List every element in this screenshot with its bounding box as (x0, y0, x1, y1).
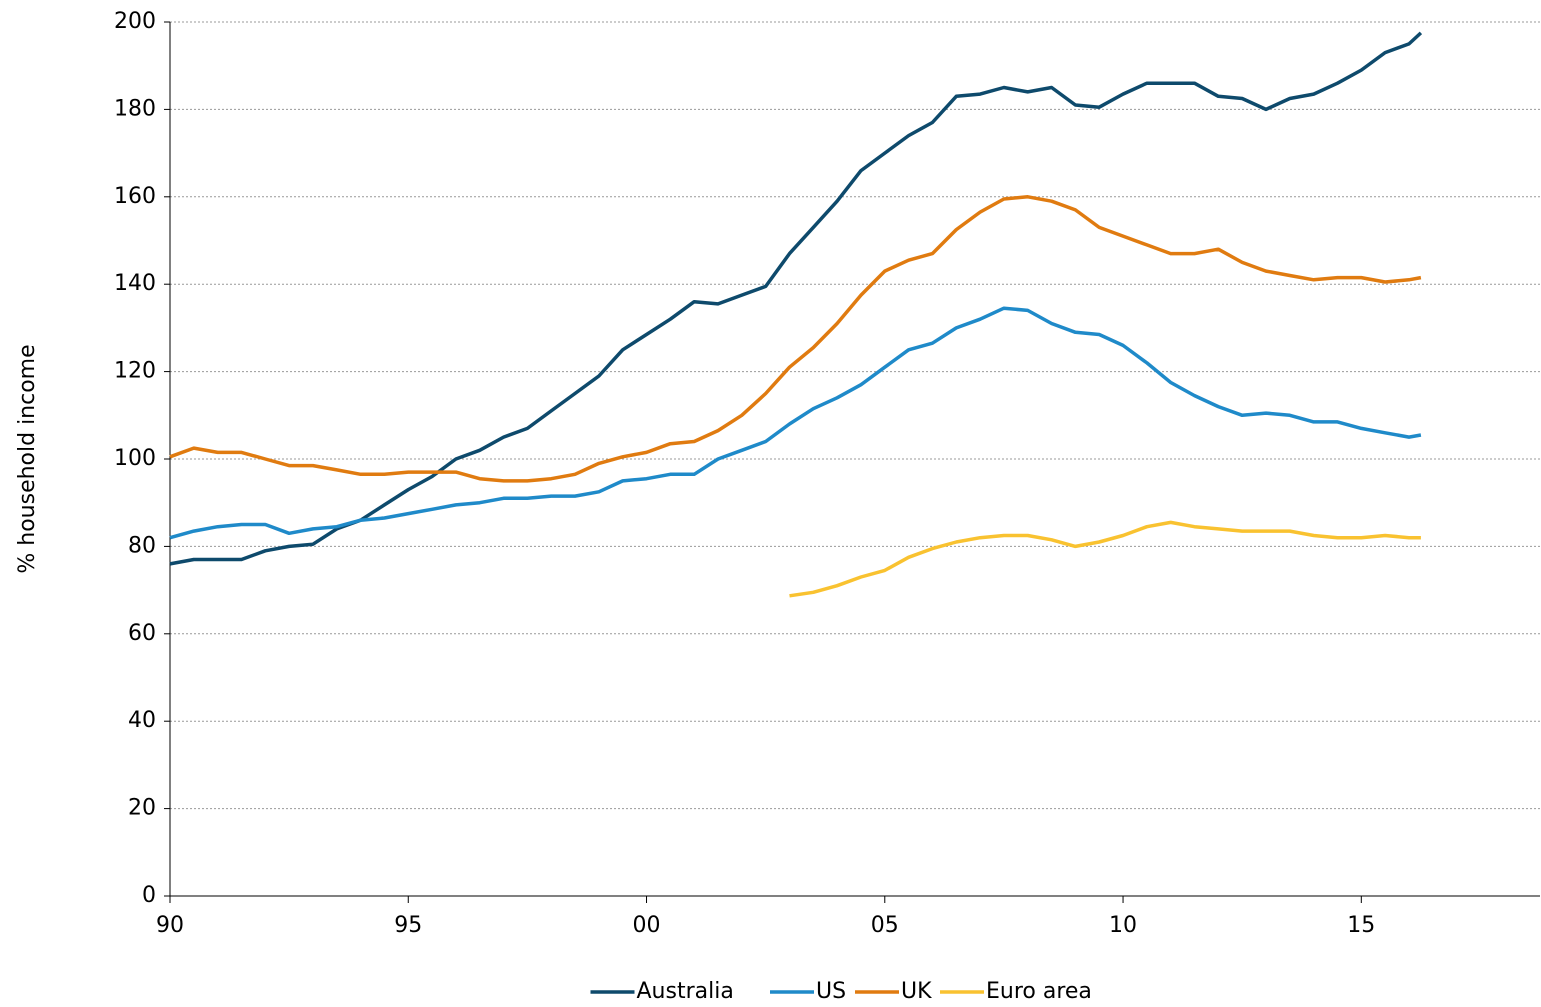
series-line (789, 520, 1421, 598)
y-axis-label: % household income (15, 344, 40, 573)
y-tick-label: 100 (114, 446, 156, 471)
legend-label: US (816, 979, 846, 1004)
series-line (169, 31, 1423, 566)
y-tick-label: 160 (114, 184, 156, 209)
legend-label: Euro area (986, 979, 1092, 1004)
y-tick-label: 120 (114, 359, 156, 384)
x-tick-label: 90 (156, 913, 184, 938)
x-tick-label: 95 (394, 913, 422, 938)
y-tick-label: 0 (142, 883, 156, 908)
y-tick-label: 180 (114, 96, 156, 121)
series-line (169, 195, 1422, 483)
y-tick-label: 140 (114, 271, 156, 296)
y-tick-label: 40 (128, 708, 156, 733)
x-tick-label: 10 (1109, 913, 1137, 938)
series-line (169, 306, 1422, 540)
legend-label: Australia (637, 979, 734, 1004)
y-tick-label: 20 (128, 796, 156, 821)
x-tick-label: 15 (1347, 913, 1375, 938)
y-tick-label: 60 (128, 621, 156, 646)
y-tick-label: 80 (128, 533, 156, 558)
x-tick-label: 00 (633, 913, 661, 938)
y-tick-label: 200 (114, 9, 156, 34)
legend-label: UK (901, 979, 932, 1004)
x-tick-label: 05 (871, 913, 899, 938)
